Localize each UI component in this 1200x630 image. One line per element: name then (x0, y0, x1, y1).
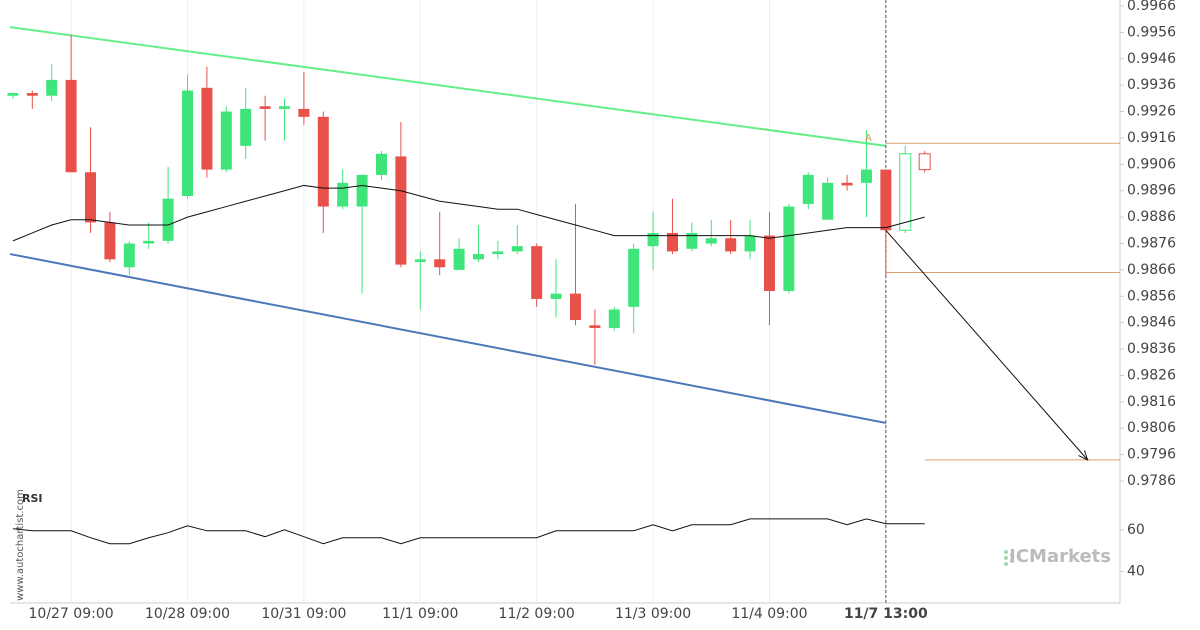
candle-body (686, 232, 698, 249)
candle-body (181, 90, 193, 196)
candle-body (143, 240, 155, 244)
candle-body (472, 254, 484, 260)
candle-body (278, 106, 290, 109)
candle-body (337, 182, 349, 207)
candle-body (240, 108, 252, 146)
y-tick-label: 40 (1127, 564, 1145, 580)
candle-body (414, 259, 426, 262)
moving-average (12, 184, 925, 242)
candle-body (802, 174, 814, 204)
candle-body (453, 248, 465, 270)
y-tick-label: 0.9806 (1127, 420, 1176, 436)
candle-body (763, 235, 775, 291)
candle-body (26, 93, 38, 96)
candle-body (259, 106, 271, 109)
candle-body (783, 206, 795, 291)
arrow-head (1078, 450, 1089, 461)
y-tick-label: 0.9916 (1127, 130, 1176, 146)
candle-body (841, 182, 853, 186)
candle-body (395, 156, 407, 265)
candle-body (589, 325, 601, 328)
candle-body (104, 222, 116, 260)
y-tick-label: 0.9956 (1127, 24, 1176, 40)
x-tick-label: 10/31 09:00 (261, 606, 346, 622)
candle-body (492, 251, 504, 255)
candle-body (511, 246, 523, 252)
candle-body (880, 169, 892, 231)
y-tick-label: 0.9786 (1127, 473, 1176, 489)
candle-body (434, 259, 446, 268)
rsi-line (12, 518, 925, 545)
candle-body (860, 169, 872, 183)
candle-body (628, 248, 640, 307)
y-tick-label: 0.9856 (1127, 288, 1176, 304)
candle-body (705, 238, 717, 244)
candle-body (647, 232, 659, 247)
y-tick-label: 0.9876 (1127, 236, 1176, 252)
x-tick-label: 10/28 09:00 (145, 606, 230, 622)
candle-body (918, 153, 931, 171)
candle-body (608, 309, 620, 328)
candle-body (7, 93, 19, 96)
x-tick-label: 11/7 13:00 (844, 606, 928, 622)
candle-body (123, 243, 135, 268)
y-tick-label: 0.9896 (1127, 183, 1176, 199)
candle-body (822, 182, 834, 220)
candle-body (531, 246, 543, 299)
candle-body (666, 232, 678, 252)
y-tick-label: 0.9966 (1127, 0, 1176, 14)
y-tick-label: 0.9926 (1127, 104, 1176, 120)
x-tick-label: 11/2 09:00 (499, 606, 575, 622)
candle-body (744, 235, 756, 252)
y-tick-label: 0.9796 (1127, 447, 1176, 463)
y-tick-label: 60 (1127, 522, 1145, 538)
candle-body (162, 198, 174, 241)
candle-body (375, 153, 387, 175)
candle-body (317, 116, 329, 207)
x-tick-label: 11/4 09:00 (731, 606, 807, 622)
candle-body (46, 79, 58, 96)
y-tick-label: 0.9816 (1127, 394, 1176, 410)
candle-body (550, 293, 562, 299)
trendline (9, 26, 886, 147)
rsi-label: RSI (22, 492, 43, 505)
x-tick-label: 11/3 09:00 (615, 606, 691, 622)
brand-logo (1004, 550, 1014, 566)
y-tick-label: 0.9946 (1127, 51, 1176, 67)
candle-body (899, 153, 912, 231)
y-tick-label: 0.9906 (1127, 156, 1176, 172)
candle-body (725, 238, 737, 252)
candle-body (298, 108, 310, 117)
y-tick-label: 0.9936 (1127, 77, 1176, 93)
candle-body (201, 87, 213, 170)
x-tick-label: 11/1 09:00 (382, 606, 458, 622)
candle-body (220, 111, 232, 170)
y-tick-label: 0.9846 (1127, 315, 1176, 331)
watermark: www.autochartist.com (15, 489, 26, 601)
y-tick-label: 0.9866 (1127, 262, 1176, 278)
y-tick-label: 0.9836 (1127, 341, 1176, 357)
y-tick-label: 0.9886 (1127, 209, 1176, 225)
brand: ICMarkets (1009, 546, 1111, 567)
forecast-arrow (885, 229, 1088, 461)
candle-body (569, 293, 581, 321)
trendline (9, 253, 887, 424)
candle-body (356, 174, 368, 207)
pattern-marker: A (865, 133, 872, 144)
candle-body (65, 79, 77, 173)
y-tick-label: 0.9826 (1127, 367, 1176, 383)
candle-body (85, 172, 97, 223)
x-tick-label: 10/27 09:00 (29, 606, 114, 622)
